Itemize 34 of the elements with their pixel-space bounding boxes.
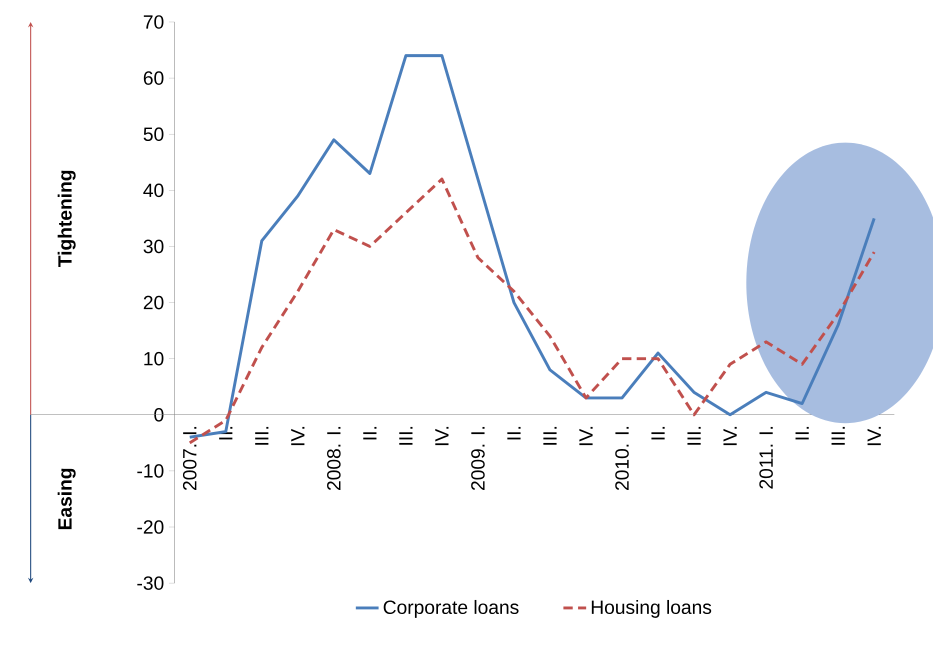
- y-tick-label: 70: [144, 15, 164, 29]
- y-tick-label: -10: [137, 464, 164, 478]
- x-tick-label: IV.: [579, 427, 593, 446]
- text: Easing: [58, 468, 76, 530]
- x-tick-label: II.: [651, 427, 665, 440]
- x-tick-label: II.: [507, 427, 521, 440]
- y-tick-label: 40: [143, 184, 164, 198]
- x-tick-label: II.: [363, 427, 376, 440]
- x-tick-label: 2007. I.: [182, 427, 197, 490]
- x-tick-label: III.: [255, 427, 268, 445]
- x-tick-label: IV.: [868, 427, 881, 446]
- x-tick-label: II.: [796, 427, 809, 440]
- y-tick-label: -30: [137, 576, 164, 590]
- y-tick-label: 0: [154, 408, 164, 422]
- y-tick-label: 10: [144, 352, 164, 366]
- x-tick-label: III.: [543, 427, 557, 445]
- y-tick-label: 30: [144, 240, 164, 254]
- x-tick-label: 2008. I.: [327, 427, 341, 490]
- text: Tightening: [58, 170, 76, 268]
- y-tick-label: 60: [144, 71, 164, 85]
- legend-label: Housing loans: [592, 600, 712, 618]
- x-tick-label: IV.: [435, 427, 449, 446]
- y-tick-label: 50: [144, 128, 164, 142]
- x-tick-label: IV.: [291, 427, 304, 446]
- legend-label: Corporate loans: [384, 600, 519, 618]
- y-tick-label: 20: [144, 296, 164, 310]
- x-tick-label: 2011. I.: [759, 427, 773, 489]
- x-tick-label: 2009. I.: [471, 427, 485, 490]
- x-tick-label: IV.: [723, 427, 737, 446]
- y-tick-label: -20: [137, 520, 164, 534]
- x-tick-label: 2010. I.: [615, 427, 629, 490]
- x-tick-label: III.: [687, 427, 701, 445]
- x-tick-label: III.: [399, 427, 412, 445]
- x-tick-label: III.: [832, 427, 845, 445]
